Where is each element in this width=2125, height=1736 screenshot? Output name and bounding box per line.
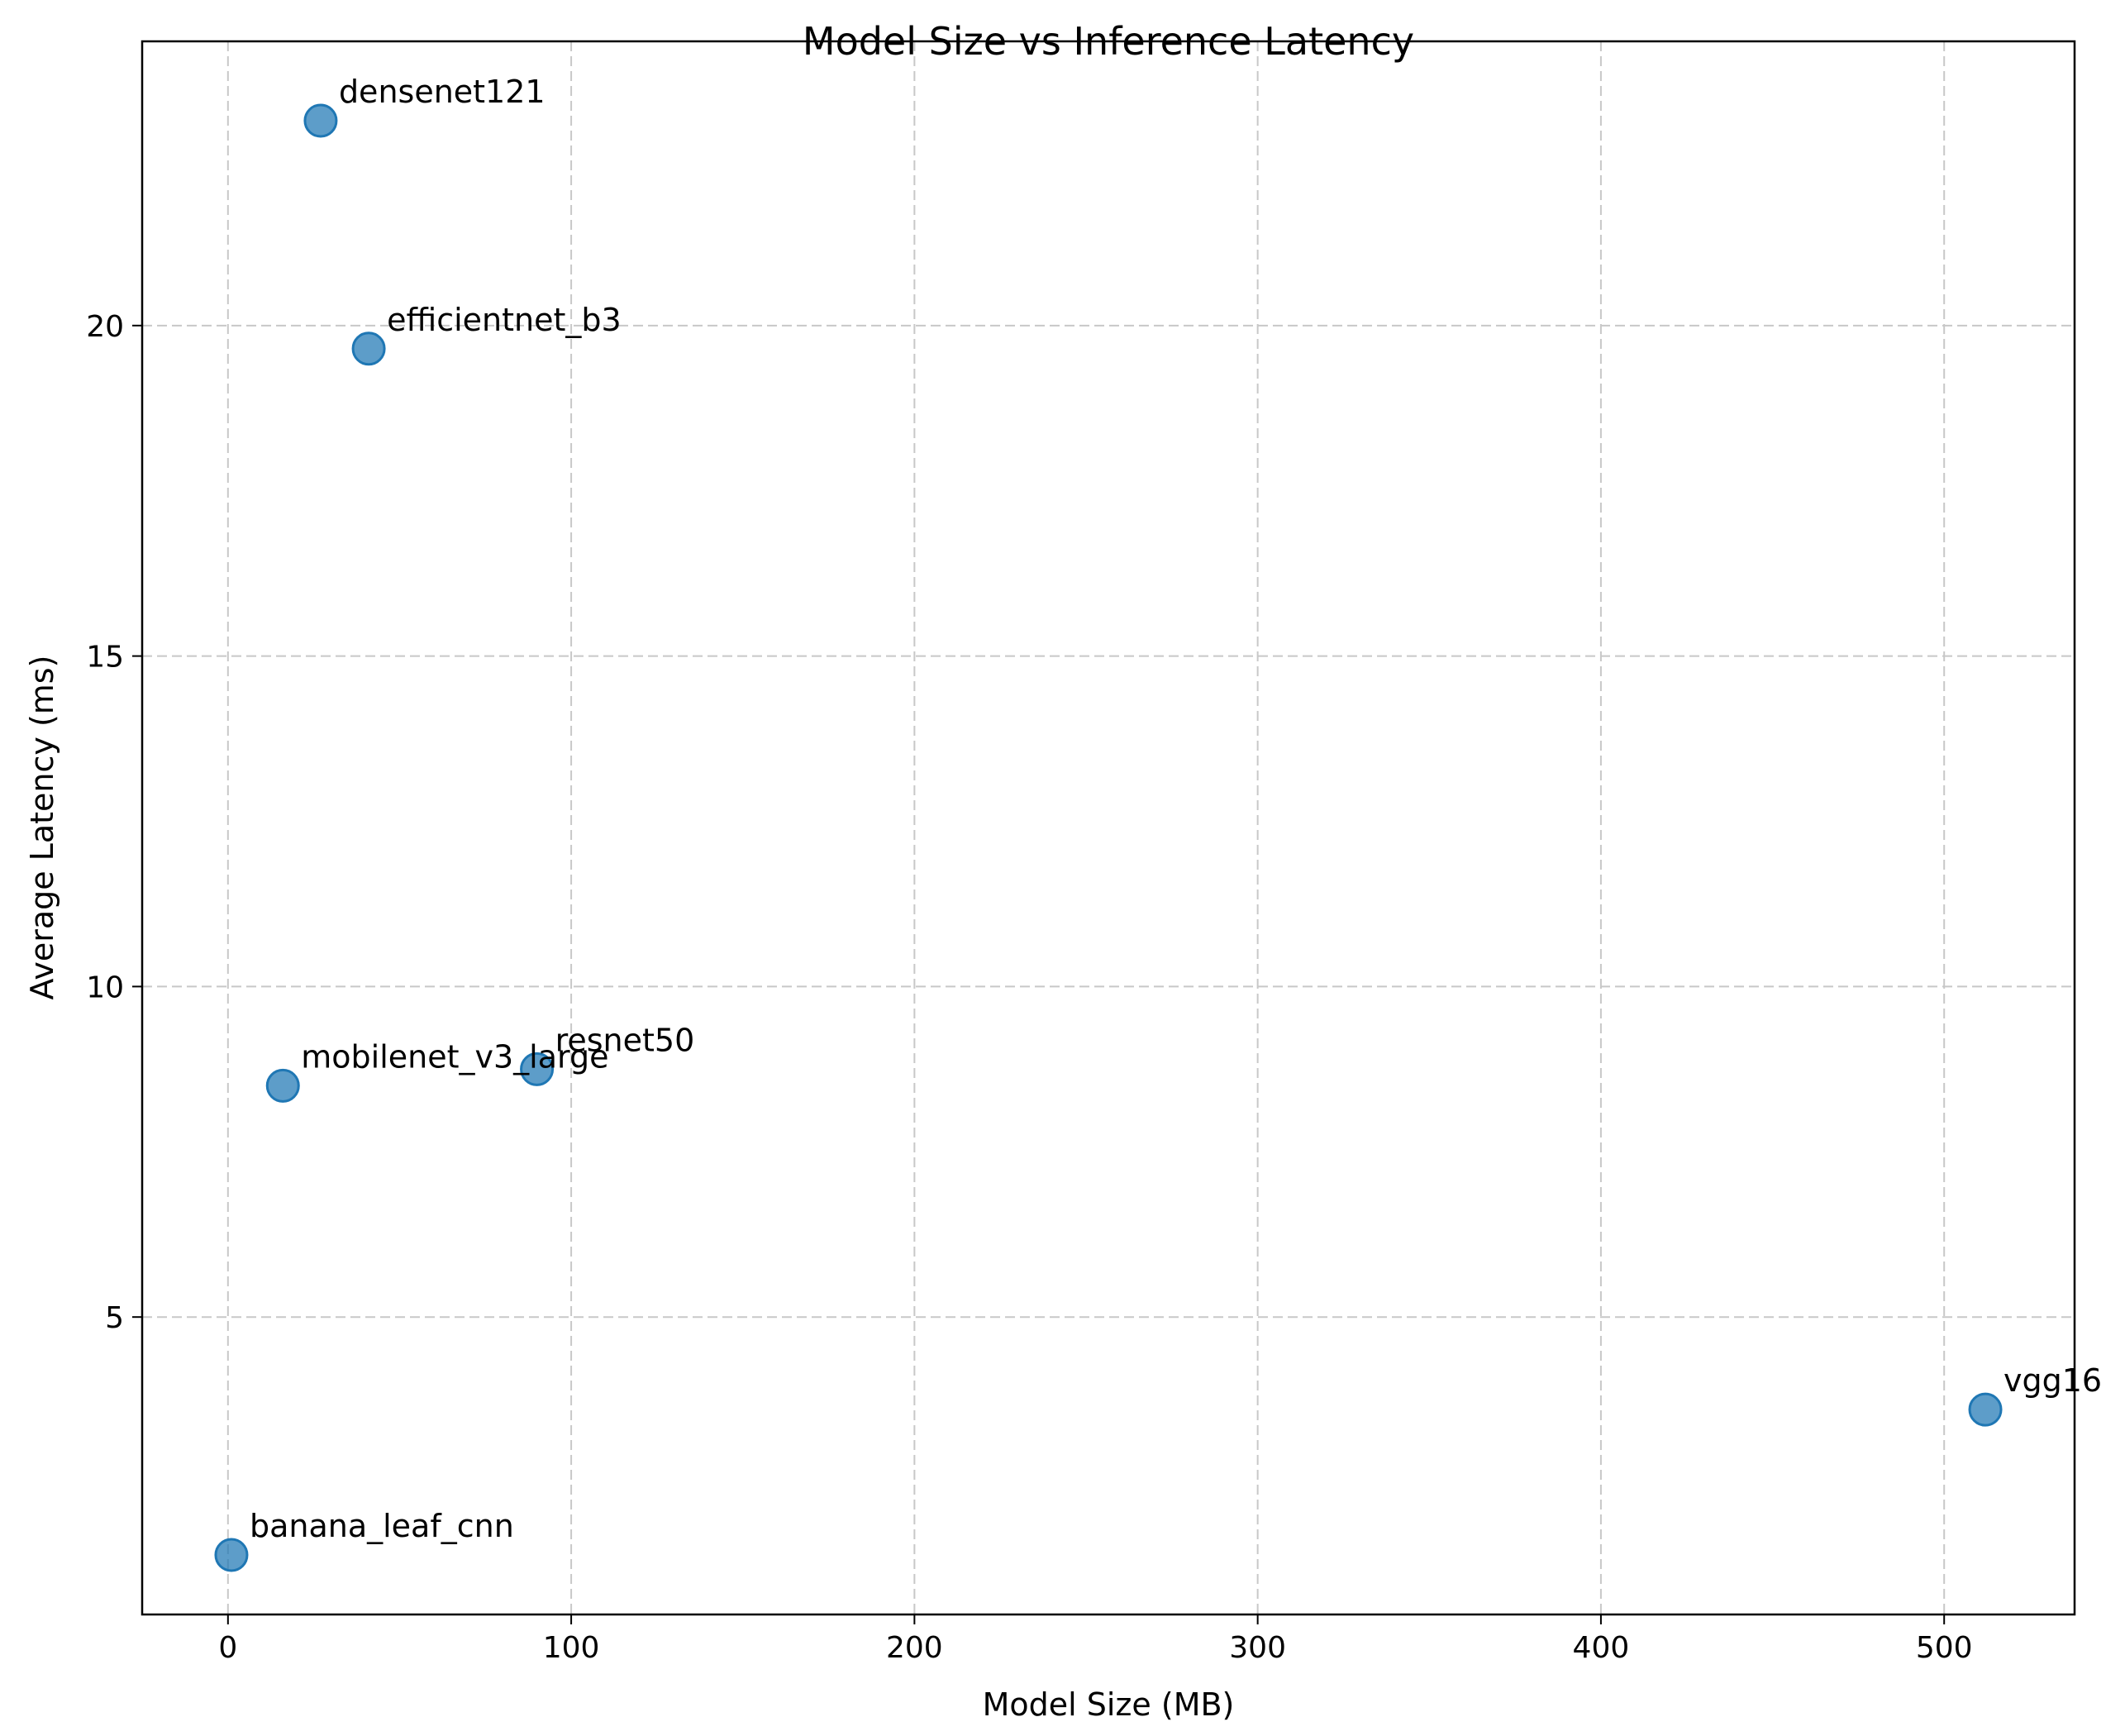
point-label: vgg16 (2004, 1362, 2102, 1399)
x-tick-label: 100 (543, 1631, 600, 1665)
plot-frame (141, 40, 2076, 1616)
y-tick-label: 10 (86, 971, 124, 1004)
data-point (265, 1068, 300, 1103)
y-axis-label: Average Latency (ms) (24, 656, 60, 1000)
point-label: densenet121 (339, 74, 546, 110)
data-point (214, 1538, 249, 1572)
point-label: banana_leaf_cnn (250, 1508, 514, 1544)
data-points (214, 103, 2003, 1572)
chart-title: Model Size vs Inference Latency (803, 19, 1414, 64)
data-point (351, 331, 386, 366)
y-tick-label: 15 (86, 641, 124, 675)
x-tick-label: 500 (1916, 1631, 1973, 1665)
y-tick-label: 5 (105, 1301, 124, 1335)
point-label: efficientnet_b3 (387, 302, 622, 338)
point-label: mobilenet_v3_large (301, 1038, 608, 1075)
x-tick-label: 400 (1573, 1631, 1630, 1665)
grid (142, 41, 2075, 1614)
axis-ticks: 0 100 200 300 400 500 5 10 15 20 (86, 310, 1972, 1665)
y-tick-label: 20 (86, 310, 124, 344)
point-label: resnet50 (555, 1022, 695, 1058)
data-point (1968, 1392, 2003, 1427)
x-axis-label: Model Size (MB) (983, 1686, 1235, 1723)
x-tick-label: 300 (1229, 1631, 1286, 1665)
x-tick-label: 200 (886, 1631, 943, 1665)
point-labels: densenet121 efficientnet_b3 mobilenet_v3_l… (250, 74, 2102, 1544)
data-point (520, 1052, 555, 1086)
x-tick-label: 0 (218, 1631, 237, 1665)
data-point (303, 103, 338, 138)
